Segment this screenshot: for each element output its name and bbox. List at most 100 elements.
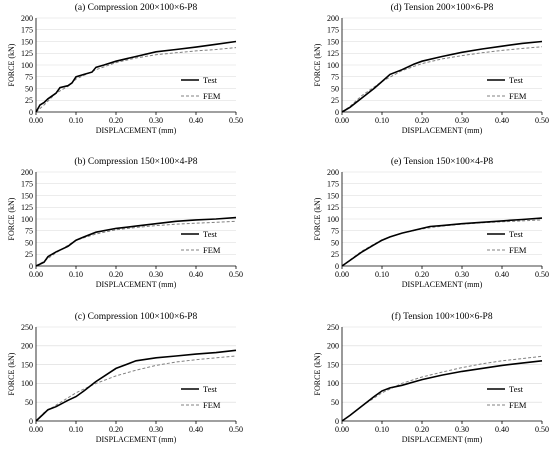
y-tick-label: 200 (327, 14, 339, 23)
x-axis-label: DISPLACEMENT (mm) (402, 126, 483, 135)
chart-title: (a) Compression 200×100×6-P8 (75, 2, 198, 13)
legend-label-fem: FEM (203, 400, 221, 410)
x-tick-label: 0.50 (229, 116, 243, 125)
series-line-fem (341, 219, 543, 267)
x-tick-label: 0.00 (335, 116, 349, 125)
x-axis-label: DISPLACEMENT (mm) (96, 126, 177, 135)
y-tick-label: 50 (331, 238, 339, 247)
x-tick-label: 0.40 (495, 425, 509, 434)
y-tick-label: 50 (25, 398, 33, 407)
chart-panel-6: (f) Tension 100×100×6-P8 0 50 100 150 200 250 0… (313, 311, 549, 444)
y-tick-label: 125 (327, 203, 339, 212)
legend-label-fem: FEM (509, 245, 527, 255)
series-line-test (35, 216, 237, 267)
x-tick-label: 0.20 (109, 425, 123, 434)
y-tick-label: 200 (21, 168, 33, 177)
chart-panel-4: (e) Tension 150×100×4-P8 0 25 50 75 100 125 150… (313, 156, 549, 289)
x-tick-label: 0.30 (455, 270, 469, 279)
x-tick-label: 0.10 (375, 270, 389, 279)
series-line-test (35, 40, 237, 113)
y-tick-label: 200 (21, 342, 33, 351)
y-axis-label: FORCE (kN) (7, 197, 16, 240)
y-tick-label: 250 (21, 323, 33, 332)
x-tick-label: 0.50 (229, 270, 243, 279)
y-tick-label: 50 (331, 84, 339, 93)
y-tick-label: 0 (335, 417, 339, 426)
y-tick-label: 150 (327, 191, 339, 200)
x-tick-label: 0.50 (535, 270, 549, 279)
y-tick-label: 150 (21, 191, 33, 200)
series-line-test (341, 40, 543, 113)
x-tick-label: 0.40 (495, 116, 509, 125)
y-tick-label: 25 (25, 96, 33, 105)
legend-label-test: Test (203, 384, 218, 394)
y-tick-label: 125 (327, 49, 339, 58)
x-tick-label: 0.50 (535, 116, 549, 125)
x-tick-label: 0.30 (149, 270, 163, 279)
x-tick-label: 0.40 (495, 270, 509, 279)
series-line-test (35, 349, 237, 422)
y-tick-label: 150 (327, 360, 339, 369)
x-tick-label: 0.00 (29, 116, 43, 125)
x-tick-label: 0.30 (455, 425, 469, 434)
y-axis-label: FORCE (kN) (7, 43, 16, 86)
x-tick-label: 0.10 (375, 116, 389, 125)
y-tick-label: 100 (21, 61, 33, 70)
legend-label-fem: FEM (509, 91, 527, 101)
x-tick-label: 0.10 (69, 425, 83, 434)
chart-panel-2: (d) Tension 200×100×6-P8 0 25 50 75 100 125 150… (313, 2, 549, 135)
x-tick-label: 0.30 (455, 116, 469, 125)
y-tick-label: 150 (21, 37, 33, 46)
y-tick-label: 50 (25, 238, 33, 247)
y-tick-label: 175 (21, 26, 33, 35)
chart-title: (f) Tension 100×100×6-P8 (391, 311, 492, 322)
series-line-fem (35, 220, 237, 267)
x-tick-label: 0.10 (69, 116, 83, 125)
y-tick-label: 75 (331, 73, 339, 82)
x-tick-label: 0.50 (229, 425, 243, 434)
y-tick-label: 0 (29, 262, 33, 271)
x-tick-label: 0.40 (189, 116, 203, 125)
chart-panel-1: (a) Compression 200×100×6-P8 0 25 50 75 100 12… (7, 2, 243, 135)
y-tick-label: 75 (331, 227, 339, 236)
x-axis-label: DISPLACEMENT (mm) (96, 435, 177, 444)
x-tick-label: 0.30 (149, 116, 163, 125)
y-tick-label: 25 (331, 96, 339, 105)
legend-label-test: Test (509, 384, 524, 394)
x-tick-label: 0.30 (149, 425, 163, 434)
x-tick-label: 0.40 (189, 425, 203, 434)
y-tick-label: 25 (25, 250, 33, 259)
y-tick-label: 100 (327, 215, 339, 224)
y-axis-label: FORCE (kN) (313, 352, 322, 395)
y-tick-label: 100 (21, 379, 33, 388)
y-tick-label: 100 (327, 379, 339, 388)
series-line-fem (35, 355, 237, 422)
y-tick-label: 175 (21, 180, 33, 189)
y-tick-label: 250 (327, 323, 339, 332)
x-tick-label: 0.40 (189, 270, 203, 279)
y-tick-label: 200 (327, 342, 339, 351)
y-tick-label: 75 (25, 227, 33, 236)
y-tick-label: 0 (335, 108, 339, 117)
chart-panel-3: (b) Compression 150×100×4-P8 0 25 50 75 100 12… (7, 156, 243, 289)
y-tick-label: 125 (21, 49, 33, 58)
series-line-test (341, 217, 543, 267)
legend-label-test: Test (203, 229, 218, 239)
x-tick-label: 0.00 (335, 425, 349, 434)
y-tick-label: 25 (331, 250, 339, 259)
y-tick-label: 200 (21, 14, 33, 23)
y-tick-label: 0 (29, 108, 33, 117)
x-tick-label: 0.00 (29, 425, 43, 434)
x-tick-label: 0.00 (335, 270, 349, 279)
x-tick-label: 0.00 (29, 270, 43, 279)
y-axis-label: FORCE (kN) (7, 352, 16, 395)
y-tick-label: 0 (335, 262, 339, 271)
y-tick-label: 50 (331, 398, 339, 407)
x-tick-label: 0.20 (109, 116, 123, 125)
legend-label-fem: FEM (203, 245, 221, 255)
chart-title: (d) Tension 200×100×6-P8 (391, 2, 494, 13)
y-tick-label: 125 (21, 203, 33, 212)
y-tick-label: 75 (25, 73, 33, 82)
x-tick-label: 0.50 (535, 425, 549, 434)
